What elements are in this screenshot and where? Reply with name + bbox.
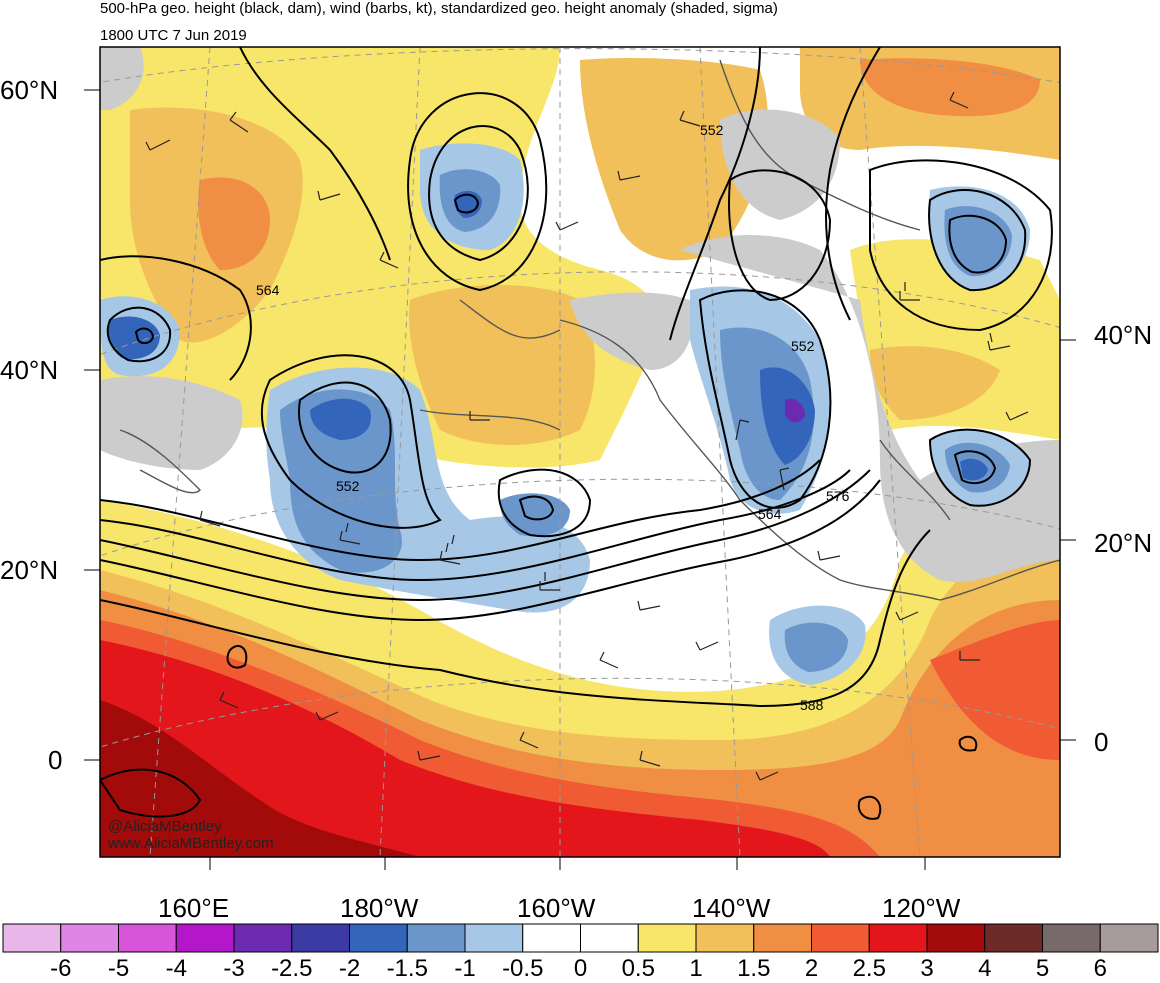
colorbar-label: 1 [689,955,703,982]
anomaly-pos-2p5-east [930,620,1060,760]
colorbar-swatch [60,923,119,953]
colorbar-label: -5 [107,955,130,982]
valid-time: 1800 UTC 7 Jun 2019 [100,27,247,44]
colorbar-swatch [291,923,350,953]
colorbar-label: 0 [573,955,588,982]
lon-label: 160°E [158,893,230,923]
colorbar-swatch [1099,923,1159,953]
land-grey-ak [570,292,693,370]
colorbar-label: 2 [804,955,819,982]
colorbar-label: -2 [338,955,361,982]
anomaly-pos-4 [100,700,420,857]
lat-label-right: 0 [1094,727,1109,757]
anomaly-pos-arctic [580,58,768,261]
colorbar-label: -4 [165,955,187,982]
colorbar-label: 6 [1093,955,1107,982]
land-grey-asia [100,376,243,470]
lat-label-left: 40°N [0,355,59,385]
lat-label-right: 20°N [1094,528,1153,558]
contour-label: 564 [758,506,782,522]
colorbar-swatch [868,923,928,953]
colorbar-swatch [580,923,639,953]
contour-label: 552 [336,478,360,494]
lat-label-right: 40°N [1094,320,1153,350]
map-title: 500-hPa geo. height (black, dam), wind (… [100,0,778,17]
height-contours [100,47,1053,820]
colorbar-swatch [175,923,235,953]
colorbar-swatch [406,923,466,953]
colorbar-swatch [2,923,62,953]
contour-label: 588 [800,697,824,713]
colorbar-swatch [695,923,755,953]
colorbar-swatch [637,923,697,953]
colorbar-swatch [349,923,408,953]
colorbar-label: -1.5 [386,955,428,982]
coastlines [119,59,1060,601]
lat-label-left: 0 [48,745,63,775]
lat-label-left: 60°N [0,75,59,105]
colorbar-swatch [811,923,870,953]
colorbar-swatch [118,923,177,953]
colorbar-swatch [926,923,986,953]
colorbar-label: 5 [1035,955,1050,982]
anomaly-neg-west-core [108,316,160,360]
colorbar-label: -2.5 [271,955,313,982]
colorbar-label: 4 [978,955,992,982]
colorbar-swatch [984,923,1043,953]
lon-label: 180°W [340,893,419,923]
colorbar-label: 0.5 [621,955,655,982]
contour-label: 564 [256,282,280,298]
colorbar-swatch [464,923,524,953]
colorbar-label: 3 [920,955,934,982]
anomaly-neg-low2 [500,493,570,537]
anomaly-pos-3 [100,640,830,857]
anomaly-pos-alaska [409,285,595,445]
anomaly-neg-se-max [960,458,988,481]
contour-label: 576 [826,488,850,504]
lat-label-left: 20°N [0,555,59,585]
colorbar-label: -0.5 [502,955,544,982]
anomaly-pos-siberia-core [198,177,270,270]
anomaly-neg-pacific-core [280,389,402,573]
anomaly-neg-hawaii-core [784,622,848,672]
lon-label: 160°W [517,893,596,923]
credit-handle: @AliciaMBentley [108,818,222,835]
map-frame [99,46,1061,858]
contour-label: 552 [791,338,815,354]
wind-barbs [145,91,1029,781]
credit-url: www.AliciaMBentley.com [108,835,274,852]
anomaly-pos-east-core [870,346,1000,420]
lon-label: 120°W [882,893,961,923]
colorbar-swatch [522,923,581,953]
colorbar-label: -6 [50,955,72,982]
colorbar-swatch [1042,923,1101,953]
colorbar-swatch [753,923,812,953]
anomaly-neg-pacific-max [310,398,371,440]
lon-label: 140°W [692,893,771,923]
colorbar [2,923,1159,953]
colorbar-label: 1.5 [737,955,771,982]
land-grey-arctic [720,109,840,220]
colorbar-label: -3 [223,955,245,982]
colorbar-label: 2.5 [852,955,886,982]
land-grey-nw [100,47,144,110]
anomaly-neg-na-peak [785,398,805,423]
contour-label: 552 [700,122,724,138]
colorbar-label: -1 [454,955,476,982]
colorbar-swatch [233,923,293,953]
axis-ticks [84,89,1076,870]
graticule [100,47,1060,857]
